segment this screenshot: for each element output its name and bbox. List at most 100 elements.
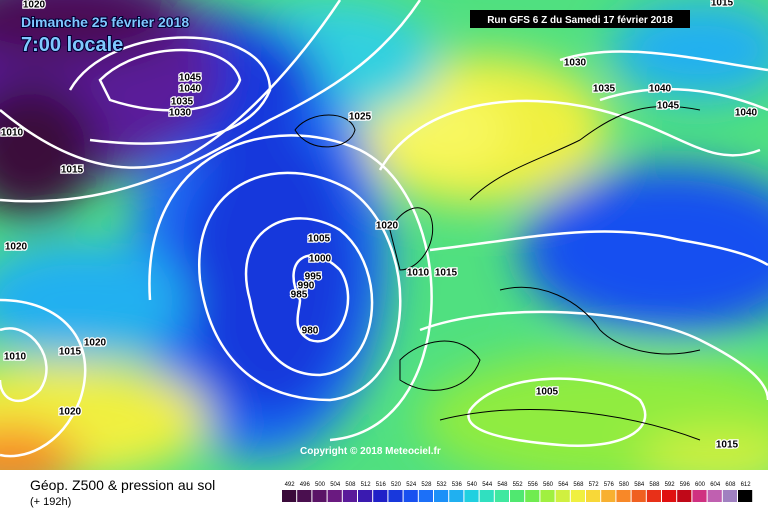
scale-label: 492: [285, 482, 296, 488]
scale-swatch: [464, 490, 479, 502]
scale-label: 528: [421, 482, 432, 488]
isobar-label: 1045: [179, 73, 202, 84]
scale-swatch: [586, 490, 601, 502]
scale-label: 552: [513, 482, 524, 488]
isobar-label: 985: [291, 290, 308, 301]
isobar-label: 1015: [435, 268, 458, 279]
isobar-label: 1020: [23, 0, 46, 11]
isobar-label: 1015: [61, 165, 84, 176]
run-box: [470, 10, 690, 28]
scale-swatch: [692, 490, 707, 502]
isobar-label: 1010: [4, 352, 27, 363]
run-info: Run GFS 6 Z du Samedi 17 février 2018: [487, 15, 673, 26]
copyright: Copyright © 2018 Meteociel.fr: [300, 446, 441, 457]
scale-swatch: [707, 490, 722, 502]
scale-label: 568: [573, 482, 584, 488]
isobar-label: 1005: [536, 387, 559, 398]
isobar-label: 1040: [179, 84, 202, 95]
scale-swatch: [358, 490, 373, 502]
isobar-label: 1030: [564, 58, 587, 69]
isobar-label: 1000: [309, 254, 332, 265]
scale-label: 580: [619, 482, 630, 488]
scale-swatch: [342, 490, 357, 502]
isobar-label: 1020: [376, 221, 399, 232]
isobar-label: 1020: [59, 407, 82, 418]
scale-label: 588: [649, 482, 660, 488]
isobar-label: 1040: [649, 84, 672, 95]
scale-label: 572: [589, 482, 600, 488]
scale-label: 600: [695, 482, 706, 488]
scale-swatch: [388, 490, 403, 502]
scale-swatch: [282, 490, 297, 502]
isobar-label: 1015: [716, 440, 739, 451]
footer-subtitle: (+ 192h): [30, 496, 71, 508]
scale-swatch: [616, 490, 631, 502]
isobar-label: 1045: [657, 101, 680, 112]
scale-swatch: [631, 490, 646, 502]
isobar-label: 1010: [407, 268, 430, 279]
isobar-label: 1020: [5, 242, 28, 253]
scale-label: 504: [330, 482, 341, 488]
scale-label: 520: [391, 482, 402, 488]
coastlines: [294, 105, 701, 441]
scale-label: 608: [725, 482, 736, 488]
scale-label: 508: [345, 482, 356, 488]
isobar-label: 1035: [171, 97, 194, 108]
scale-label: 548: [497, 482, 508, 488]
isobar-label: 1015: [59, 347, 82, 358]
scale-label: 592: [665, 482, 676, 488]
scale-label: 536: [452, 482, 463, 488]
scale-label: 512: [361, 482, 372, 488]
scale-swatch: [525, 490, 540, 502]
isobar-label: 1005: [308, 234, 331, 245]
isobar-label: 1025: [349, 112, 372, 123]
scale-swatch: [722, 490, 737, 502]
scale-swatch: [494, 490, 509, 502]
isobar-label: 995: [305, 272, 322, 283]
scale-swatch: [677, 490, 692, 502]
isobar-label: 1040: [735, 108, 758, 119]
scale-label: 544: [482, 482, 493, 488]
footer-title: Géop. Z500 & pression au sol: [30, 477, 215, 493]
scale-label: 500: [315, 482, 326, 488]
scale-swatch: [418, 490, 433, 502]
scale-swatch: [449, 490, 464, 502]
scale-swatch: [403, 490, 418, 502]
scale-swatch: [479, 490, 494, 502]
scale-label: 532: [437, 482, 448, 488]
scale-label: 556: [528, 482, 539, 488]
scale-label: 596: [680, 482, 691, 488]
scale-label: 584: [634, 482, 645, 488]
scale-swatch: [646, 490, 661, 502]
isobar-label: 1015: [711, 0, 734, 9]
forecast-date: Dimanche 25 février 2018: [21, 14, 189, 30]
scale-swatch: [312, 490, 327, 502]
scale-label: 516: [376, 482, 387, 488]
scale-swatch: [327, 490, 342, 502]
isobar-label: 1035: [593, 84, 616, 95]
scale-label: 604: [710, 482, 721, 488]
scale-label: 576: [604, 482, 615, 488]
scale-swatch: [662, 490, 677, 502]
isobars: [0, 0, 768, 458]
scale-swatch: [373, 490, 388, 502]
isobar-label: 980: [302, 326, 319, 337]
scale-label: 524: [406, 482, 417, 488]
isobar-label: 1010: [1, 128, 24, 139]
scale-swatch: [570, 490, 585, 502]
scale-swatch: [738, 490, 753, 502]
scale-label: 540: [467, 482, 478, 488]
scale-swatch: [510, 490, 525, 502]
scale-swatch: [555, 490, 570, 502]
isobar-label: 1030: [169, 108, 192, 119]
scale-swatch: [297, 490, 312, 502]
scale-label: 496: [300, 482, 311, 488]
scale-label: 560: [543, 482, 554, 488]
scale-label: 564: [558, 482, 569, 488]
isobar-label: 1020: [84, 338, 107, 349]
scale-swatch: [601, 490, 616, 502]
scale-swatch: [434, 490, 449, 502]
scale-swatch: [540, 490, 555, 502]
